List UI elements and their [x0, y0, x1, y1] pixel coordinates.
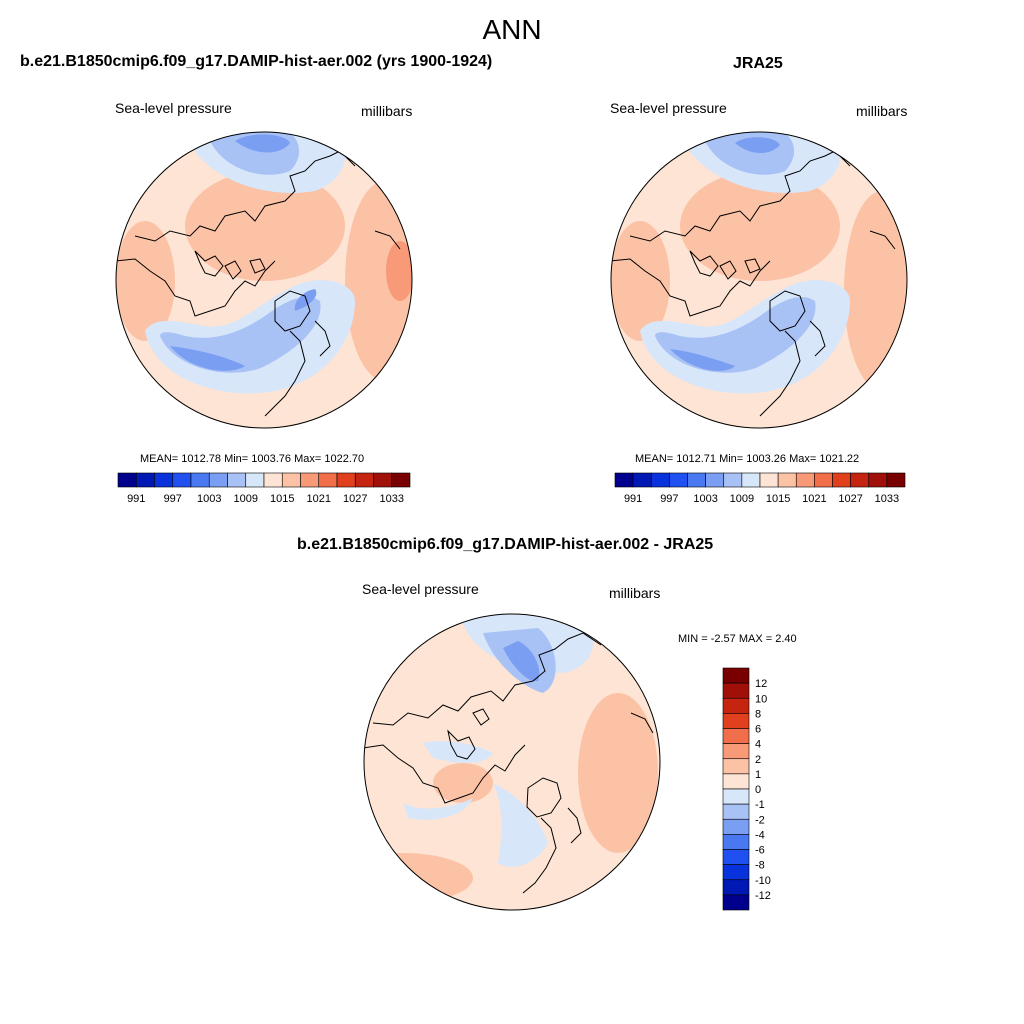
panel1-colorbar-tick-label: 1027	[343, 493, 367, 505]
panel1-colorbar-swatch	[318, 472, 338, 488]
panel3-colorbar-swatch	[722, 879, 750, 896]
panel2-colorbar: 991 997 1003 1009 1015 1021 1027 1033	[614, 472, 906, 505]
panel2-colorbar-swatch	[886, 472, 906, 488]
panel1-colorbar-swatch	[172, 472, 192, 488]
panel3-colorbar-swatch	[722, 849, 750, 865]
panel1-colorbar-swatch	[354, 472, 374, 488]
panel2-units-label: millibars	[856, 103, 908, 119]
panel1-colorbar-tick-label: 1021	[307, 493, 331, 505]
panel3-colorbar-tick-label: -10	[755, 875, 771, 887]
panel3-colorbar-tick-label: 0	[755, 784, 761, 796]
panel3-colorbar-swatch	[722, 682, 750, 699]
panel3-colorbar-tick-label: -12	[755, 890, 771, 902]
panel2-colorbar-swatch	[832, 472, 851, 488]
panel3-colorbar-swatch	[722, 728, 750, 744]
panel2-colorbar-swatch	[705, 472, 725, 488]
panel2-colorbar-tick-label: 1015	[766, 493, 790, 505]
panel1-colorbar-swatch	[391, 472, 411, 488]
panel1-colorbar-swatch	[208, 472, 228, 488]
panel2-colorbar-swatch	[759, 472, 779, 488]
panel2-colorbar-swatch	[687, 472, 706, 488]
panel1-colorbar-tick-label: 1033	[380, 493, 404, 505]
panel1-colorbar-tick-label: 997	[164, 493, 182, 505]
panel3-colorbar-tick-label: -1	[755, 799, 765, 811]
panel3-colorbar-swatch	[722, 894, 750, 911]
panel1-colorbar-swatch	[190, 472, 210, 488]
panel3-colorbar-tick-label: 10	[755, 693, 767, 705]
panel3-polar-map	[363, 613, 661, 911]
panel1-colorbar-swatch	[300, 472, 320, 488]
panel1-variable-label: Sea-level pressure	[115, 100, 232, 116]
panel3-colorbar-tick-label: -2	[755, 814, 765, 826]
panel2-colorbar-swatch	[614, 472, 634, 488]
panel2-colorbar-tick-label: 1033	[875, 493, 899, 505]
panel1-colorbar-tick-label: 1009	[234, 493, 258, 505]
panel2-colorbar-tick-label: 1021	[802, 493, 826, 505]
panel2-colorbar-swatch	[723, 472, 743, 488]
panel2-colorbar-tick-label: 1009	[730, 493, 754, 505]
panel1-colorbar-swatch	[117, 472, 137, 488]
panel1-colorbar-swatch	[154, 472, 174, 488]
panel2-colorbar-tick-label: 1027	[838, 493, 862, 505]
panel3-colorbar-tick-label: 6	[755, 724, 761, 736]
panel3-colorbar-tick-label: 4	[755, 739, 761, 751]
panel1-title: b.e21.B1850cmip6.f09_g17.DAMIP-hist-aer.…	[20, 53, 493, 70]
panel2-colorbar-swatch	[850, 472, 870, 488]
panel3-colorbar-swatch	[722, 803, 750, 820]
panel3-colorbar-tick-label: -6	[755, 845, 765, 857]
panel3-colorbar-swatch	[722, 697, 750, 714]
panel2-colorbar-swatch	[868, 472, 888, 488]
panel2-colorbar-swatch	[795, 472, 815, 488]
panel1-colorbar-tick-label: 1015	[270, 493, 294, 505]
panel3-title: b.e21.B1850cmip6.f09_g17.DAMIP-hist-aer.…	[297, 536, 714, 553]
panel3-colorbar-swatch	[722, 818, 750, 835]
panel2-colorbar-swatch	[650, 472, 670, 488]
panel3-colorbar-swatch	[722, 743, 750, 760]
panel3-colorbar-swatch	[722, 864, 750, 881]
panel3-colorbar-swatch	[722, 758, 750, 775]
panel1-colorbar-swatch	[135, 472, 155, 488]
panel1-colorbar-tick-label: 991	[127, 493, 145, 505]
panel1-colorbar-swatch	[227, 472, 247, 488]
panel2-colorbar-swatch	[814, 472, 833, 488]
panel3-colorbar-swatch	[722, 773, 750, 790]
panel1-colorbar-tick-label: 1003	[197, 493, 221, 505]
panel1-colorbar-swatch	[263, 472, 283, 488]
panel1-colorbar-swatch	[281, 472, 301, 488]
panel2-colorbar-tick-label: 1003	[693, 493, 717, 505]
panel3-colorbar-swatch	[722, 713, 750, 729]
panel2-colorbar-swatch	[632, 472, 652, 488]
panel3-variable-label: Sea-level pressure	[362, 581, 479, 597]
panel2-variable-label: Sea-level pressure	[610, 100, 727, 116]
panel1-polar-map	[115, 131, 413, 429]
panel1-colorbar: 991 997 1003 1009 1015 1021 1027 1033	[117, 472, 411, 505]
panel2-stats: MEAN= 1012.71 Min= 1003.26 Max= 1021.22	[635, 453, 860, 465]
panel2-title: JRA25	[733, 55, 783, 72]
panel1-colorbar-swatch	[336, 472, 356, 488]
panel3-colorbar-swatch	[722, 834, 750, 850]
panel2-polar-map	[610, 131, 908, 429]
panel1-units-label: millibars	[361, 103, 413, 119]
panel3-colorbar-tick-label: 2	[755, 754, 761, 766]
panel3-colorbar-tick-label: 8	[755, 708, 761, 720]
panel2-colorbar-tick-label: 997	[660, 493, 678, 505]
panel2-colorbar-tick-label: 991	[624, 493, 642, 505]
panel2-colorbar-swatch	[777, 472, 797, 488]
panel3-colorbar-swatch	[722, 667, 750, 684]
figure-title: ANN	[482, 14, 542, 45]
panel3-min-max: MIN = -2.57 MAX = 2.40	[678, 633, 797, 645]
panel3-units-label: millibars	[609, 585, 661, 601]
panel3-colorbar-tick-label: -8	[755, 860, 765, 872]
panel1-colorbar-swatch	[373, 472, 393, 488]
panel1-stats: MEAN= 1012.78 Min= 1003.76 Max= 1022.70	[140, 453, 365, 465]
panel3-colorbar-tick-label: 1	[755, 769, 761, 781]
panel2-colorbar-swatch	[669, 472, 688, 488]
panel3-colorbar-tick-label: -4	[755, 829, 765, 841]
panel3-colorbar-swatch	[722, 788, 750, 805]
panel1-colorbar-swatch	[245, 472, 265, 488]
panel3-colorbar-tick-label: 12	[755, 678, 767, 690]
panel2-colorbar-swatch	[741, 472, 761, 488]
